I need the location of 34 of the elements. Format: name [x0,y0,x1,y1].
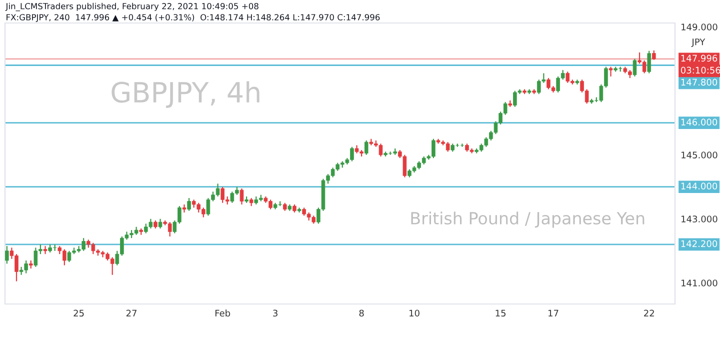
annotation: British Pound / Japanese Yen [411,212,644,228]
x-tick-label: 22 [644,310,654,316]
chart-subtitle: FX:GBPJPY, 240 147.996 ▲ +0.454 (+0.31%) O:148.174 H:148.264 L:147.970 C:147.996 [6,14,380,22]
candlestick [240,188,244,206]
y-tick-label: 143.000 [682,216,718,222]
x-tick-label: 8 [359,310,364,317]
y-tick-label: 141.000 [682,280,718,286]
x-tick-label: 17 [548,310,558,316]
text: JPY [691,38,706,47]
ref-line-label: 144.000 [681,182,718,190]
ref-line-label: 146.000 [681,118,718,126]
x-tick-label: 27 [126,310,136,316]
candlestick [652,50,656,60]
text: 03:10:56 [680,66,720,74]
y-tick-label: 145.000 [682,152,718,158]
candlestick [608,66,613,78]
x-tick-label: 3 [273,310,278,317]
y-tick-label: 149.000 [682,24,718,30]
candlestick [647,50,652,74]
ref-line-label: 147.996 [681,54,718,62]
candlestick [364,140,368,156]
candlestick [187,198,191,212]
ref-line-label: 147.800 [681,78,718,86]
candlestick [158,218,162,230]
x-tick-label: 10 [410,310,420,317]
ref-line-label: 142.200 [681,240,718,248]
x-tick-label: 25 [74,310,84,317]
chart-title: Jin_LCMSTraders published, February 22, 2021 10:49:05 +08 [5,2,258,12]
candlestick [43,246,48,255]
x-tick-label: 15 [496,310,506,317]
x-tick-label: Feb [215,310,230,317]
candlestick [5,246,9,264]
candlestick [182,204,186,214]
candlestick [632,58,637,78]
